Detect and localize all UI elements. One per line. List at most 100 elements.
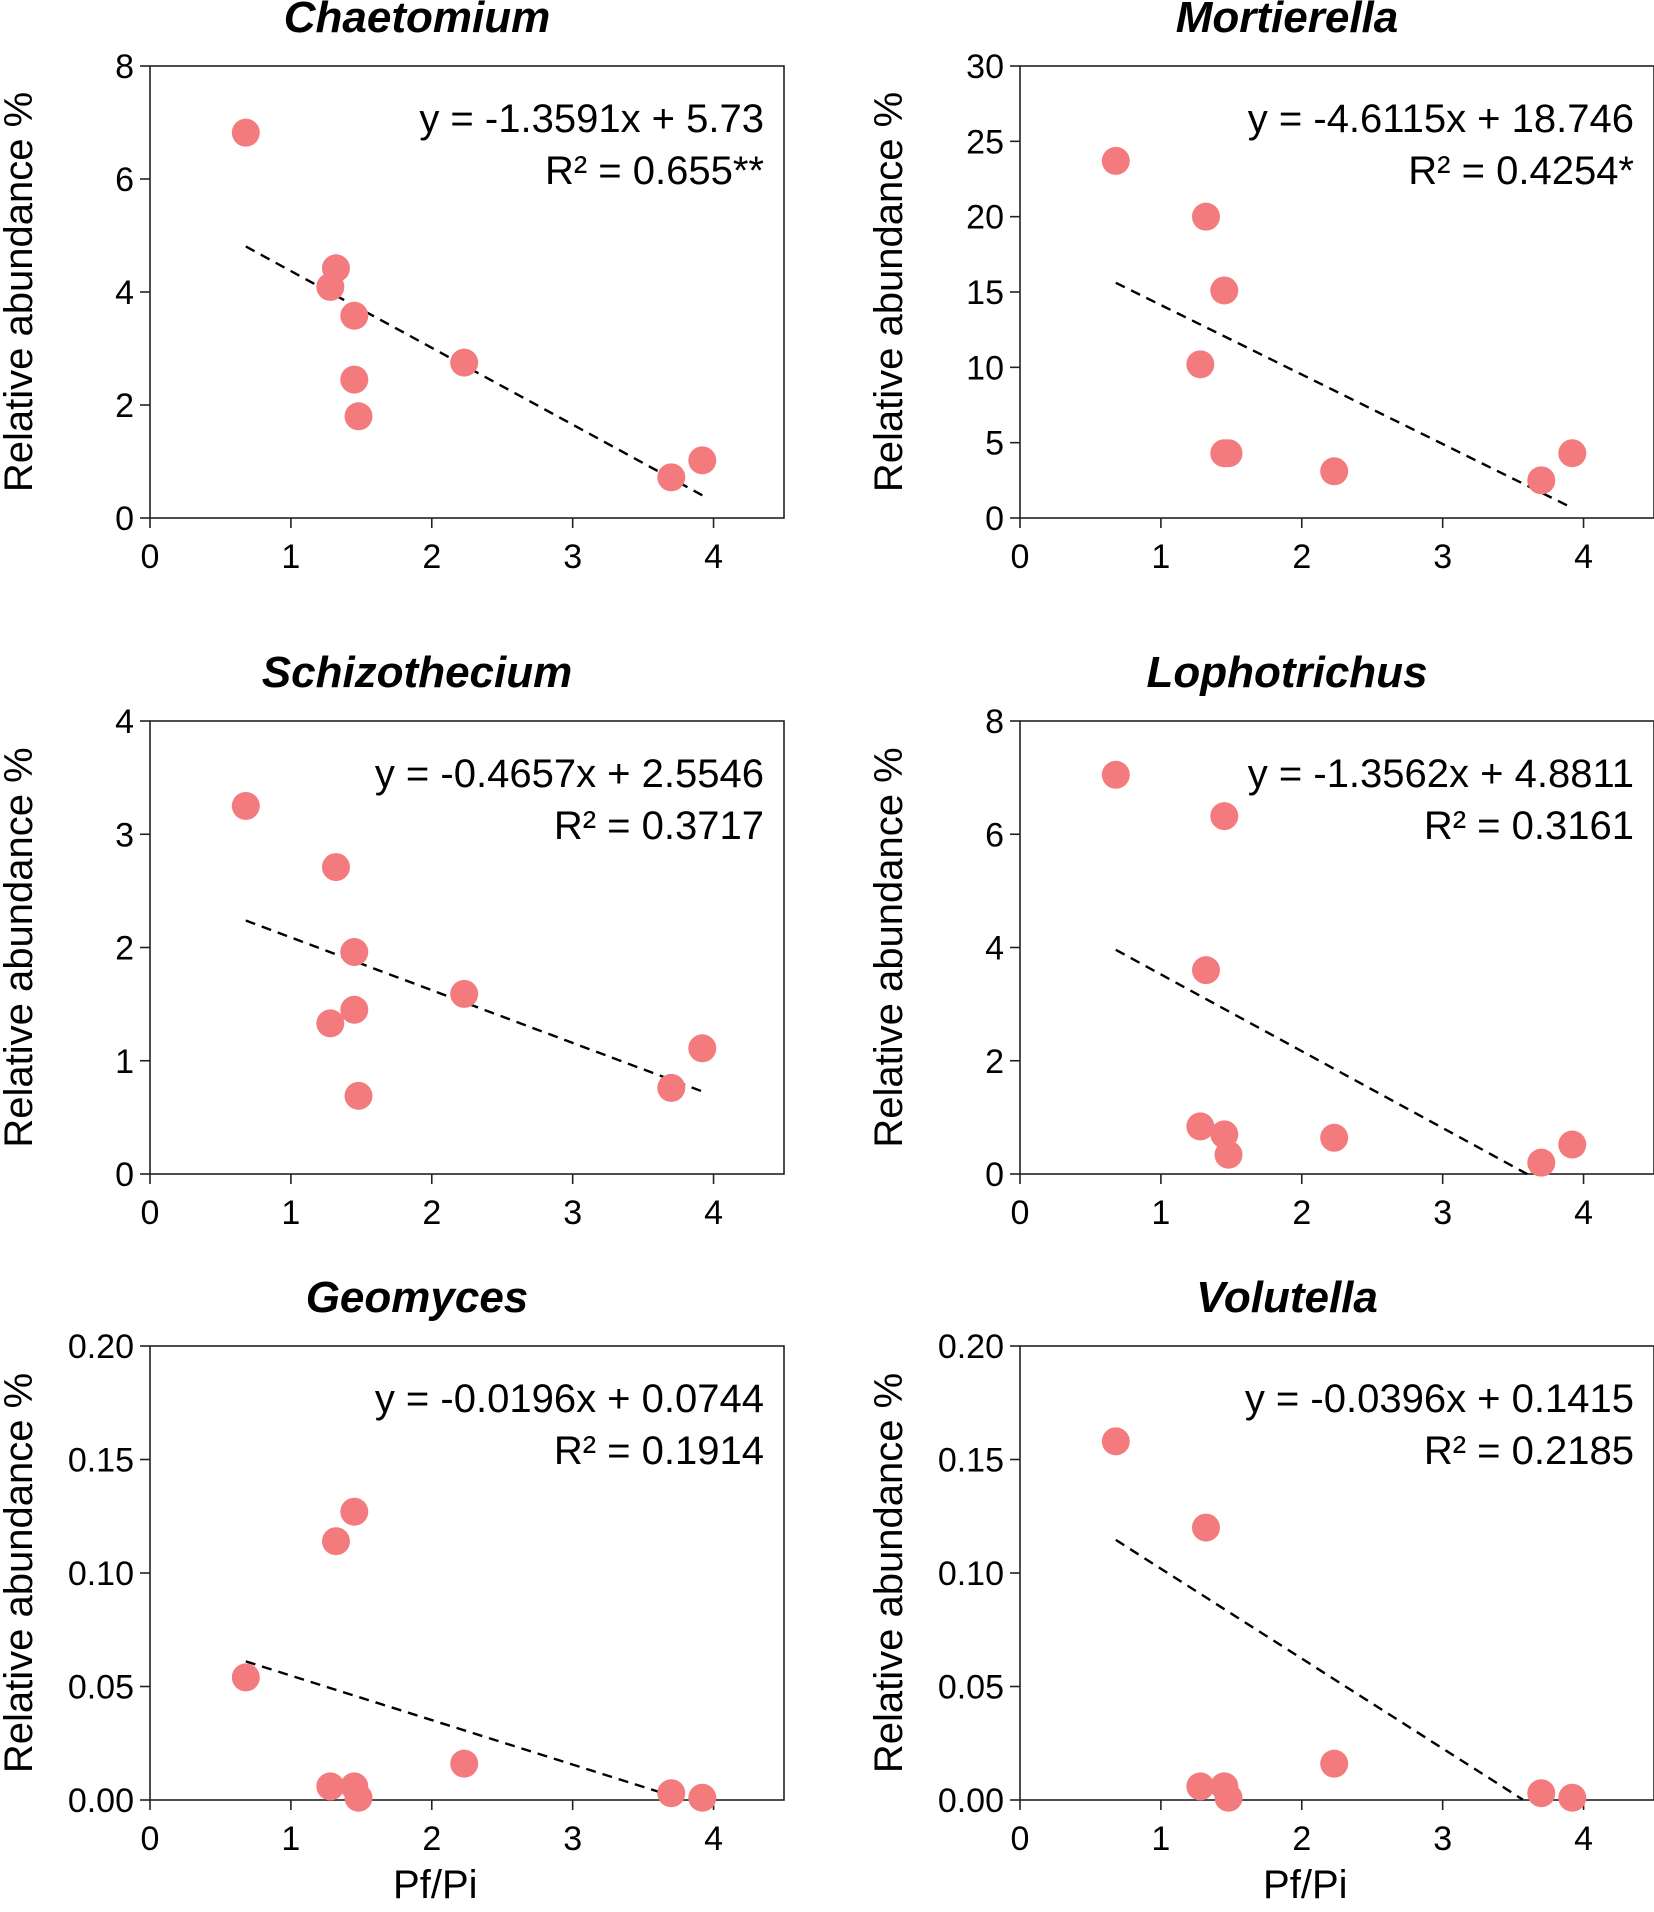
data-point bbox=[1210, 276, 1239, 305]
data-point bbox=[657, 1073, 686, 1102]
data-point bbox=[1527, 1779, 1556, 1808]
y-tick-label: 0.20 bbox=[938, 1328, 1004, 1366]
y-tick-label: 2 bbox=[115, 930, 134, 968]
data-point bbox=[1101, 146, 1130, 175]
y-axis-label: Relative abundance % bbox=[867, 747, 911, 1147]
data-point bbox=[316, 1772, 345, 1801]
data-point bbox=[1320, 1123, 1349, 1152]
x-tick-label: 0 bbox=[141, 1820, 160, 1858]
x-tick-label: 4 bbox=[1574, 1820, 1593, 1858]
panel-mortierella: Mortierella 0 5 10 15 20 25 30 0 1 2 3 4 Relative abu… bbox=[867, 0, 1654, 576]
x-tick-label: 3 bbox=[563, 1820, 582, 1858]
data-point bbox=[1186, 1112, 1215, 1141]
x-tick-label: 2 bbox=[1292, 1820, 1311, 1858]
data-point bbox=[231, 1663, 260, 1692]
panel-lophotrichus: Lophotrichus 0 2 4 6 8 0 1 2 3 4 Relative abundance… bbox=[867, 648, 1654, 1232]
x-tick-label: 4 bbox=[704, 538, 723, 576]
data-point bbox=[340, 995, 369, 1024]
y-tick-label: 2 bbox=[985, 1043, 1004, 1081]
data-point bbox=[1191, 202, 1220, 231]
data-point bbox=[344, 402, 373, 431]
data-point bbox=[450, 1749, 479, 1778]
data-point bbox=[1214, 1140, 1243, 1169]
r-squared-label: R² = 0.3161 bbox=[1424, 804, 1634, 848]
y-tick-label: 30 bbox=[966, 48, 1004, 86]
x-tick-label: 0 bbox=[1011, 538, 1030, 576]
data-point bbox=[688, 1783, 717, 1812]
data-point bbox=[231, 791, 260, 820]
data-point bbox=[1527, 466, 1556, 495]
panel-title: Schizothecium bbox=[262, 648, 573, 697]
panel-chaetomium: Chaetomium 0 2 4 6 8 0 1 2 3 4 Relative abundance %… bbox=[0, 0, 785, 576]
data-point bbox=[340, 301, 369, 330]
r-squared-label: R² = 0.1914 bbox=[554, 1429, 764, 1473]
data-point bbox=[1320, 457, 1349, 486]
panel-schizothecium: Schizothecium 0 1 2 3 4 0 1 2 3 4 Relative abundanc… bbox=[0, 648, 785, 1232]
x-axis-label: Pf/Pi bbox=[1263, 1863, 1347, 1907]
data-point bbox=[1186, 350, 1215, 379]
y-tick-label: 20 bbox=[966, 199, 1004, 237]
data-point bbox=[1101, 760, 1130, 789]
data-point bbox=[340, 938, 369, 967]
data-point bbox=[1214, 1783, 1243, 1812]
y-tick-label: 6 bbox=[985, 816, 1004, 854]
data-point bbox=[321, 853, 350, 882]
y-axis-label: Relative abundance % bbox=[0, 747, 41, 1147]
data-point bbox=[321, 1527, 350, 1556]
x-tick-label: 2 bbox=[1292, 538, 1311, 576]
data-point bbox=[450, 348, 479, 377]
panel-title: Mortierella bbox=[1176, 0, 1399, 42]
x-tick-label: 1 bbox=[281, 538, 300, 576]
x-tick-label: 4 bbox=[704, 1820, 723, 1858]
data-point bbox=[1558, 1783, 1587, 1812]
data-point bbox=[657, 1779, 686, 1808]
y-tick-label: 0.20 bbox=[68, 1328, 134, 1366]
y-tick-label: 15 bbox=[966, 274, 1004, 312]
data-point bbox=[340, 365, 369, 394]
x-tick-label: 4 bbox=[704, 1194, 723, 1232]
x-tick-label: 0 bbox=[141, 538, 160, 576]
data-point bbox=[1214, 439, 1243, 468]
data-point bbox=[1320, 1749, 1349, 1778]
data-point bbox=[657, 463, 686, 492]
data-point bbox=[688, 1034, 717, 1063]
data-point bbox=[1191, 956, 1220, 985]
y-tick-label: 0.10 bbox=[938, 1555, 1004, 1593]
y-tick-label: 0.00 bbox=[938, 1782, 1004, 1820]
trendline bbox=[1115, 1538, 1524, 1801]
trendline bbox=[245, 919, 703, 1093]
y-tick-label: 0.05 bbox=[938, 1669, 1004, 1707]
r-squared-label: R² = 0.4254* bbox=[1408, 149, 1634, 193]
x-tick-label: 2 bbox=[1292, 1194, 1311, 1232]
r-squared-label: R² = 0.2185 bbox=[1424, 1429, 1634, 1473]
panel-title: Volutella bbox=[1196, 1273, 1378, 1322]
data-point bbox=[1101, 1427, 1130, 1456]
x-tick-label: 4 bbox=[1574, 1194, 1593, 1232]
panel-title: Lophotrichus bbox=[1146, 648, 1427, 697]
data-point bbox=[1186, 1772, 1215, 1801]
data-point bbox=[344, 1783, 373, 1812]
x-tick-label: 1 bbox=[281, 1194, 300, 1232]
trendline bbox=[245, 1660, 679, 1800]
x-tick-label: 0 bbox=[1011, 1194, 1030, 1232]
data-point bbox=[1210, 802, 1239, 831]
panel-volutella: Volutella 0.00 0.05 0.10 0.15 0.20 0 1 2 3 4 Relati… bbox=[867, 1273, 1654, 1907]
y-axis-label: Relative abundance % bbox=[0, 92, 41, 492]
y-tick-label: 0.15 bbox=[938, 1442, 1004, 1480]
y-tick-label: 0 bbox=[115, 1156, 134, 1194]
regression-equation: y = -1.3562x + 4.8811 bbox=[1248, 752, 1634, 796]
x-tick-label: 3 bbox=[563, 538, 582, 576]
x-tick-label: 1 bbox=[281, 1820, 300, 1858]
data-point bbox=[1191, 1513, 1220, 1542]
data-point bbox=[1558, 1130, 1587, 1159]
regression-equation: y = -4.6115x + 18.746 bbox=[1248, 97, 1634, 141]
data-point bbox=[344, 1081, 373, 1110]
regression-equation: y = -0.0396x + 0.1415 bbox=[1245, 1377, 1634, 1421]
data-point bbox=[316, 272, 345, 301]
x-tick-label: 0 bbox=[141, 1194, 160, 1232]
data-point bbox=[231, 118, 260, 147]
x-axis-label: Pf/Pi bbox=[393, 1863, 477, 1907]
y-tick-label: 0.05 bbox=[68, 1669, 134, 1707]
y-tick-label: 2 bbox=[115, 387, 134, 425]
